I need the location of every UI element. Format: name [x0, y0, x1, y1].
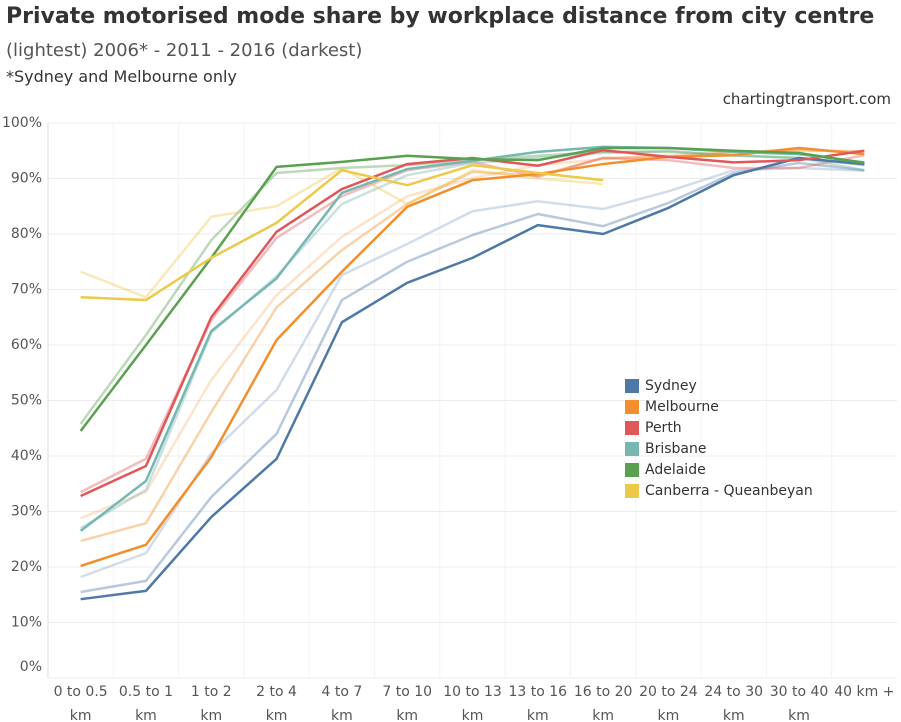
note: *Sydney and Melbourne only [6, 67, 237, 86]
x-tick-label: 1 to 2 km [190, 684, 232, 722]
y-tick-label: 50% [11, 393, 42, 409]
legend-label: Brisbane [645, 441, 707, 457]
legend-label: Perth [645, 420, 682, 436]
legend-swatch [625, 421, 639, 435]
legend-label: Canberra - Queanbeyan [645, 483, 813, 499]
y-tick-label: 60% [11, 337, 42, 353]
y-tick-label: 100% [2, 115, 42, 131]
y-tick-label: 30% [11, 504, 42, 520]
x-tick-label: 0.5 to 1 km [118, 684, 174, 722]
series-line [80, 146, 865, 568]
x-tick-label: 30 to 40 km [769, 684, 829, 722]
y-tick-label: 40% [11, 448, 42, 464]
legend-swatch [625, 379, 639, 393]
x-tick-label: 7 to 10 km [382, 684, 433, 722]
source: chartingtransport.com [722, 90, 891, 108]
x-tick-label: 40 km + [834, 684, 895, 700]
x-tick-label: 16 to 20 km [573, 684, 633, 722]
series-line [80, 161, 865, 594]
x-tick-label: 13 to 16 km [508, 684, 568, 722]
legend-label: Adelaide [645, 462, 706, 478]
x-tick-label: 24 to 30 km [704, 684, 764, 722]
series-line [80, 153, 865, 494]
x-tick-label: 4 to 7 km [321, 684, 363, 722]
y-tick-label: 0% [20, 659, 42, 675]
x-tick-label: 10 to 13 km [443, 684, 502, 722]
subtitle: (lightest) 2006* - 2011 - 2016 (darkest) [6, 40, 363, 61]
legend-label: Sydney [645, 378, 697, 394]
legend-label: Melbourne [645, 399, 719, 415]
y-tick-label: 70% [11, 282, 42, 298]
y-tick-label: 10% [11, 615, 42, 631]
series-line [80, 156, 865, 601]
series-line [79, 150, 865, 425]
y-tick-label: 80% [11, 226, 42, 242]
series-line [80, 148, 865, 498]
y-tick-label: 20% [11, 559, 42, 575]
legend-swatch [625, 484, 639, 498]
chart-title: Private motorised mode share by workplac… [6, 4, 875, 29]
series-line [80, 163, 604, 302]
x-tick-label: 0 to 0.5 km [53, 684, 108, 722]
y-tick-label: 90% [11, 171, 42, 187]
x-tick-label: 2 to 4 km [256, 684, 297, 722]
legend-swatch [625, 442, 639, 456]
x-tick-label: 20 to 24 km [639, 684, 698, 722]
legend-swatch [625, 400, 639, 414]
series-line [80, 166, 865, 579]
series-line [80, 148, 865, 520]
legend-swatch [625, 463, 639, 477]
